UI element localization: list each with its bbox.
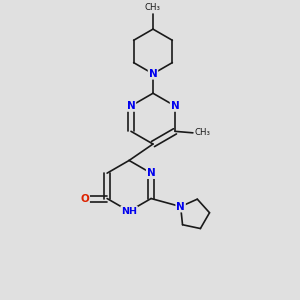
Text: CH₃: CH₃ (145, 3, 161, 12)
Text: N: N (147, 168, 155, 178)
Text: N: N (171, 101, 179, 111)
Text: NH: NH (121, 207, 137, 216)
Text: N: N (148, 69, 158, 79)
Text: CH₃: CH₃ (194, 128, 210, 137)
Text: O: O (80, 194, 89, 203)
Text: N: N (127, 101, 135, 111)
Text: N: N (176, 202, 185, 212)
